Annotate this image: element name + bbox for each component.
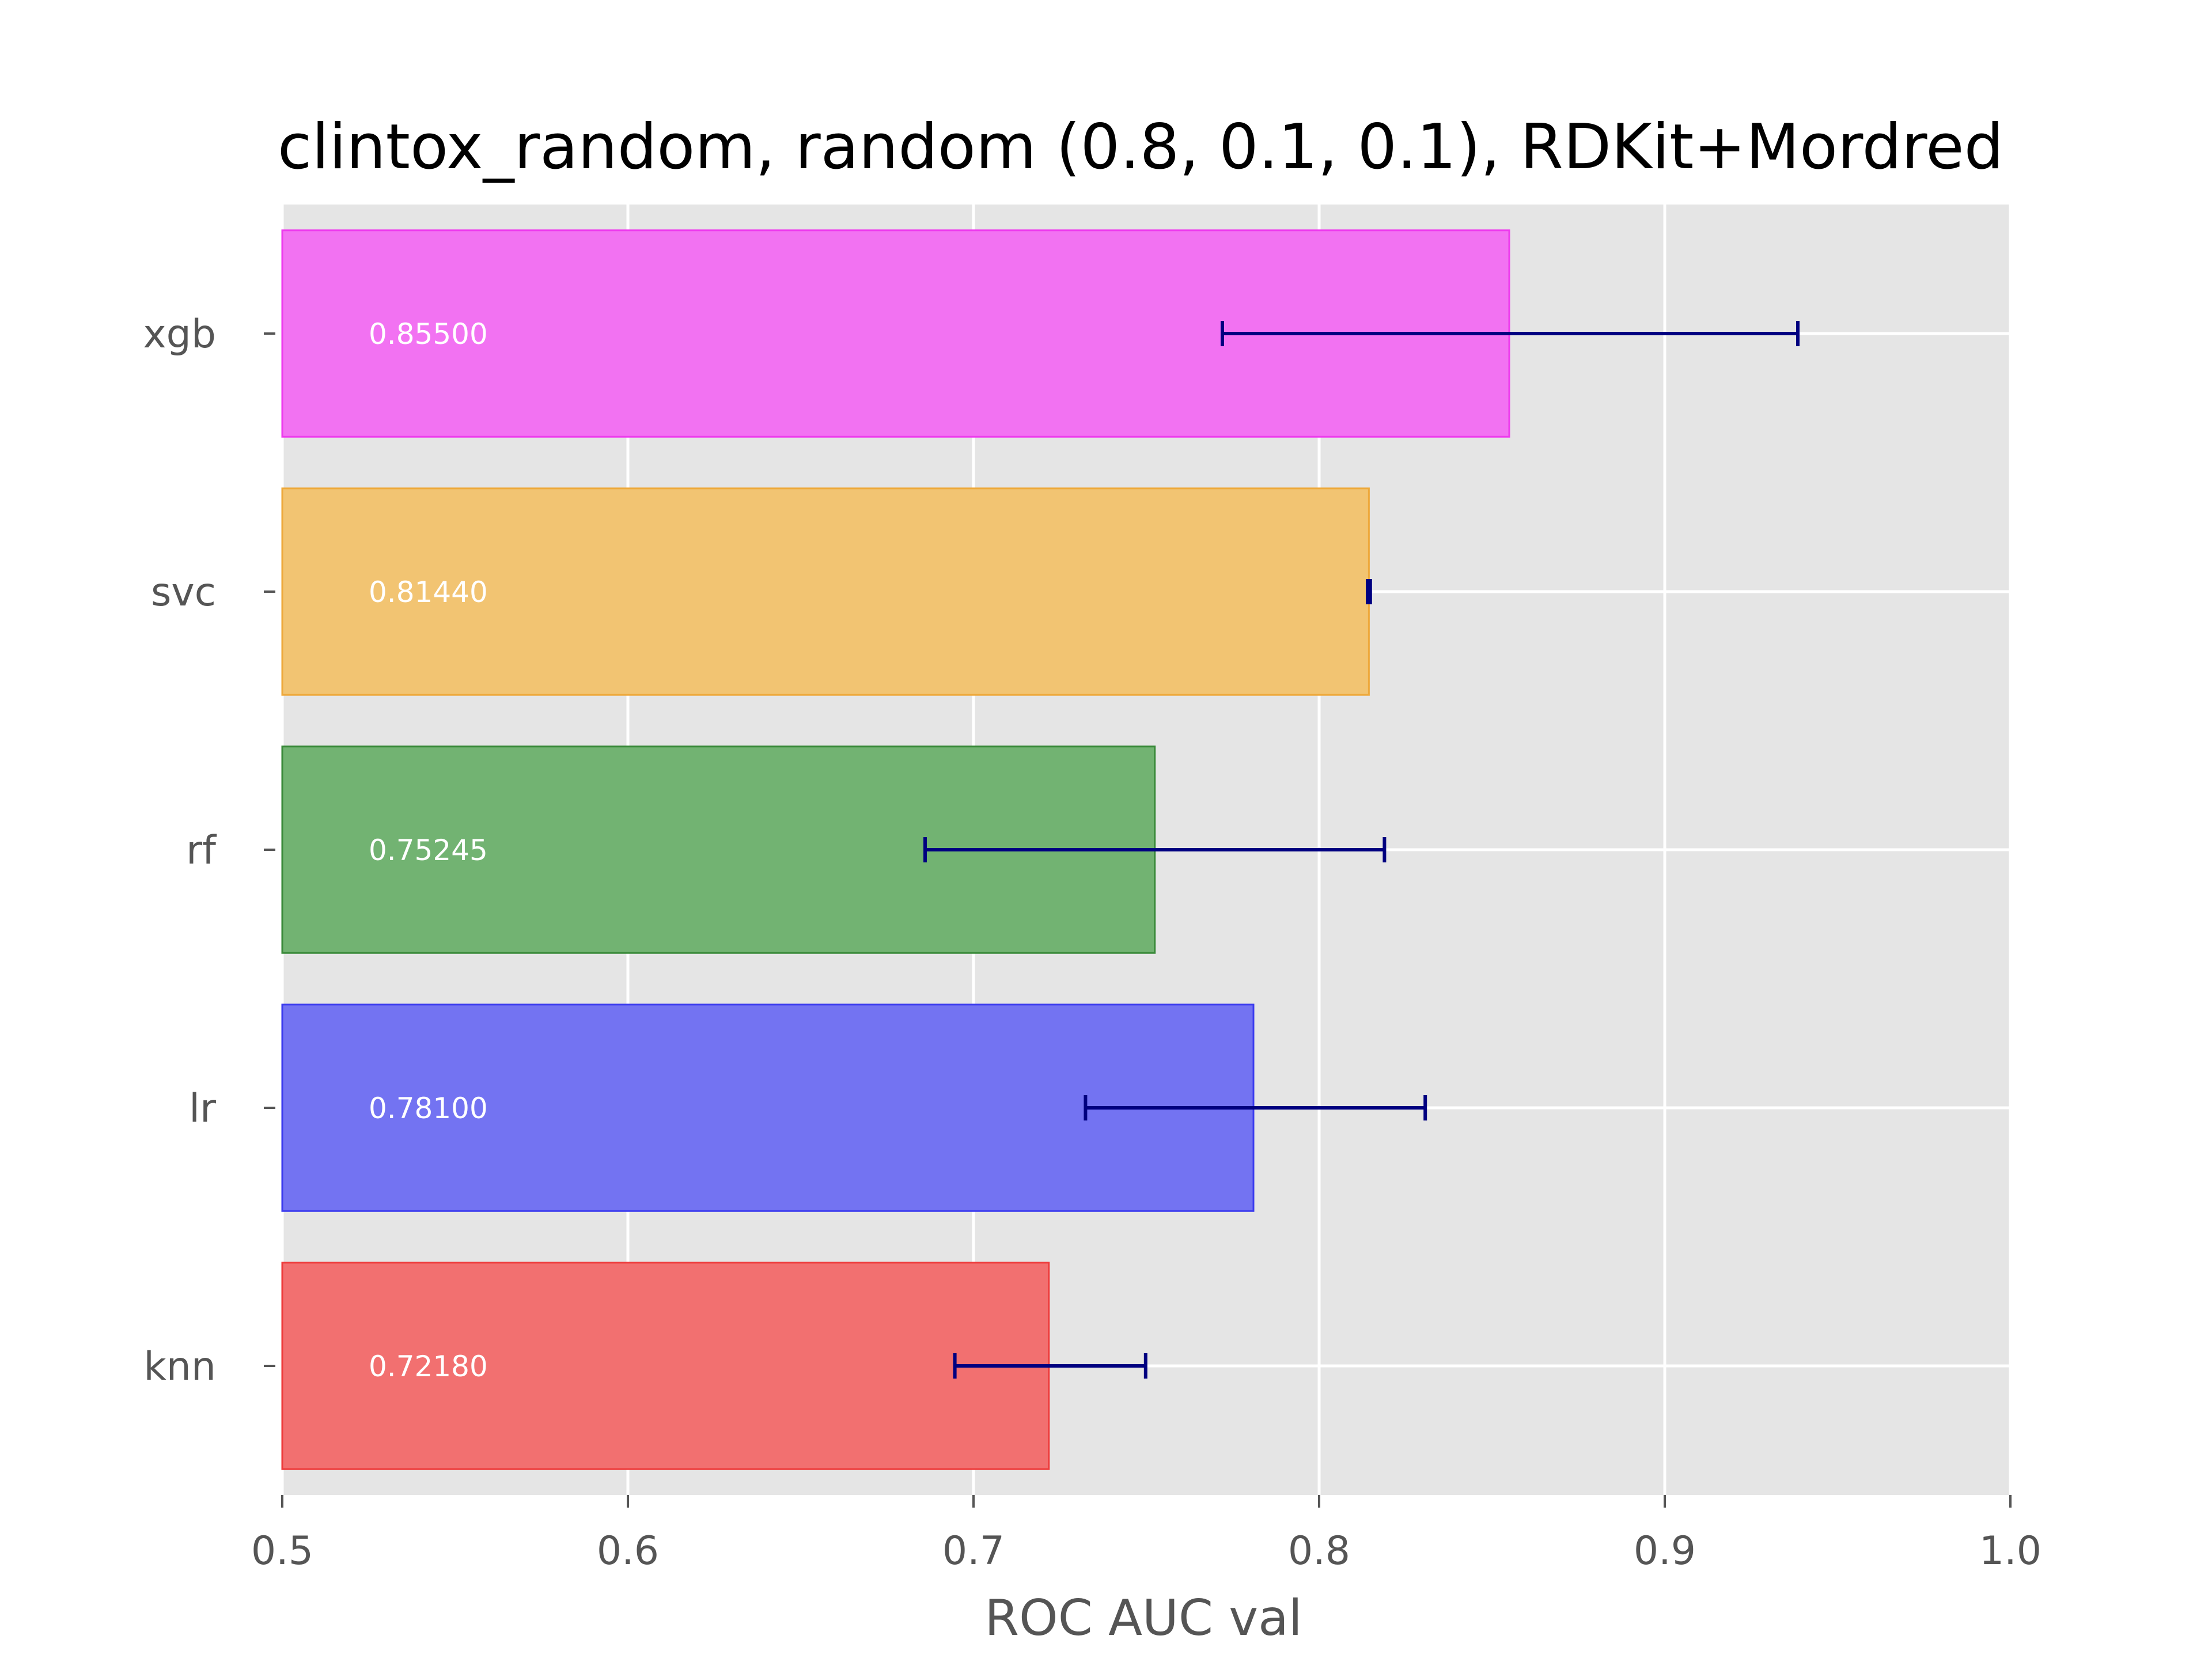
x-tick-label: 0.6 xyxy=(597,1528,659,1574)
value-label-svc: 0.81440 xyxy=(369,576,488,609)
y-tick-label: svc xyxy=(151,570,216,615)
data-labels: 0.72180 0.78100 0.75245 0.81440 0.85500 xyxy=(369,317,488,1383)
error-bar-knn xyxy=(953,1353,1147,1379)
y-tick-label: lr xyxy=(189,1086,216,1131)
error-bar-lr xyxy=(1084,1095,1427,1120)
y-tick-label: knn xyxy=(143,1344,216,1390)
chart-title: clintox_random, random (0.8, 0.1, 0.1), … xyxy=(278,111,2003,183)
error-bar-svc xyxy=(1366,579,1372,604)
bar-knn xyxy=(281,1262,1050,1470)
x-tick-label: 0.8 xyxy=(1288,1528,1350,1574)
error-bars xyxy=(923,321,1800,1379)
value-label-lr: 0.78100 xyxy=(369,1092,488,1125)
x-tick-label: 1.0 xyxy=(1979,1528,2041,1574)
bar-svc xyxy=(281,487,1370,696)
value-label-rf: 0.75245 xyxy=(369,834,488,867)
x-axis-title: ROC AUC val xyxy=(984,1589,1302,1647)
x-tick-label: 0.5 xyxy=(251,1528,313,1574)
error-bar-xgb xyxy=(1221,321,1800,346)
value-label-xgb: 0.85500 xyxy=(369,317,488,351)
y-tick-label: xgb xyxy=(143,312,216,357)
x-axis: 0.5 0.6 0.7 0.8 0.9 1.0 xyxy=(251,1495,2041,1574)
error-bar-rf xyxy=(923,837,1387,862)
x-tick-label: 0.9 xyxy=(1634,1528,1696,1574)
x-tick-label: 0.7 xyxy=(942,1528,1005,1574)
bars xyxy=(281,229,1510,1470)
y-axis: knn lr rf svc xgb xyxy=(143,312,275,1390)
value-label-knn: 0.72180 xyxy=(369,1350,488,1383)
y-tick-label: rf xyxy=(186,828,217,873)
